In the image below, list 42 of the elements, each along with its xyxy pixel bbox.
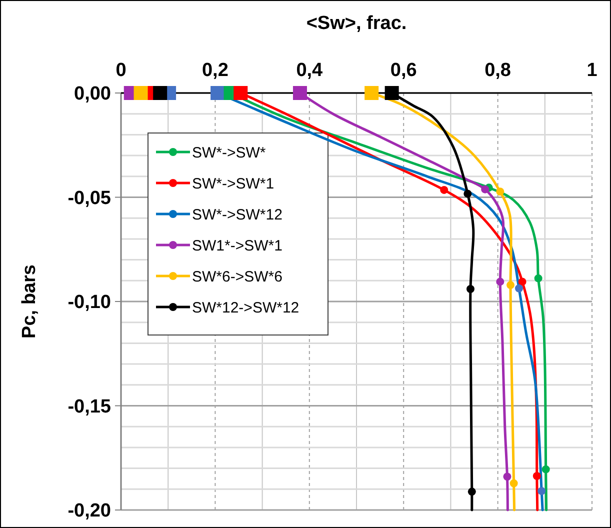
point <box>464 190 472 198</box>
legend-label: SW*->SW*12 <box>192 206 282 224</box>
point <box>364 86 379 100</box>
point <box>153 86 168 100</box>
x-axis-title: <Sw>, frac. <box>306 13 407 34</box>
x-tick-label: 0,4 <box>296 60 324 81</box>
point <box>384 86 399 100</box>
point <box>440 186 448 194</box>
point <box>514 284 523 292</box>
x-tick-label: 1 <box>586 60 598 81</box>
y-tick-label: -0,10 <box>68 292 111 314</box>
point <box>292 86 307 100</box>
y-tick-label: -0,15 <box>68 396 112 418</box>
legend-label: SW1*->SW*1 <box>192 237 282 254</box>
point <box>496 278 504 286</box>
point <box>234 86 248 100</box>
point <box>518 278 526 286</box>
legend-label: SW*6->SW*6 <box>192 268 282 286</box>
point <box>506 281 515 290</box>
y-tick-label: -0,20 <box>68 500 111 522</box>
point <box>503 472 512 481</box>
point <box>542 465 550 474</box>
x-tick-label: 0,6 <box>390 60 417 81</box>
point <box>538 487 546 496</box>
legend-label: SW*12->SW*12 <box>192 299 300 316</box>
point <box>134 86 148 100</box>
point <box>496 188 504 196</box>
point <box>534 274 542 282</box>
x-tick-label: 0,2 <box>202 60 228 81</box>
y-tick-label: -0,05 <box>68 188 112 209</box>
y-tick-label: 0,00 <box>74 84 111 105</box>
point <box>468 488 476 496</box>
y-axis-title: Pc, bars <box>19 264 40 338</box>
point <box>481 185 490 194</box>
point <box>510 479 518 488</box>
x-tick-label: 0 <box>116 60 126 81</box>
legend-label: SW*->SW*1 <box>192 175 274 192</box>
point <box>466 284 474 293</box>
point <box>532 472 541 480</box>
legend-label: SW*->SW* <box>192 144 266 162</box>
point <box>210 86 225 100</box>
x-tick-label: 0,8 <box>484 60 512 81</box>
